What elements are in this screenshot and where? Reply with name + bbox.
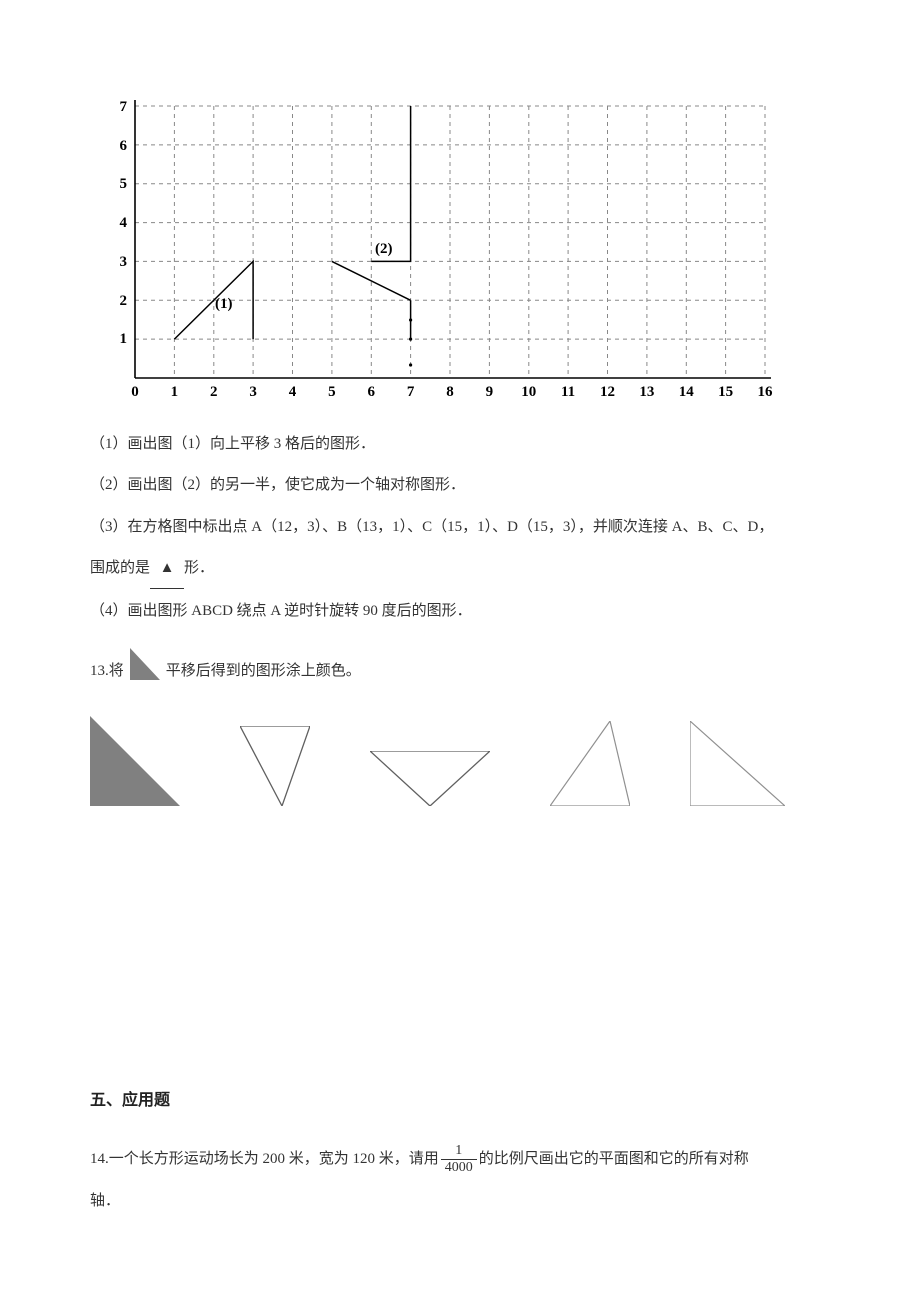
grid-svg: 0 1 2 3 4 5 6 7 8 9 10 11 12 13 14 15 16… — [95, 90, 775, 400]
triangle-opt-2 — [240, 726, 310, 822]
svg-text:3: 3 — [249, 384, 257, 400]
question-4: （4）画出图形 ABCD 绕点 A 逆时针旋转 90 度后的图形． — [90, 593, 830, 631]
q14-a: 14.一个长方形运动场长为 200 米，宽为 120 米，请用 — [90, 1151, 439, 1167]
triangle-options-row — [90, 716, 830, 822]
svg-text:1: 1 — [171, 384, 179, 400]
q13-triangle-icon — [130, 648, 160, 696]
question-13: 13.将 平移后得到的图形涂上颜色。 — [90, 648, 830, 696]
svg-text:5: 5 — [120, 176, 128, 192]
svg-text:4: 4 — [120, 215, 128, 231]
frac-num: 1 — [441, 1144, 477, 1160]
svg-text:9: 9 — [486, 384, 494, 400]
frac-den: 4000 — [441, 1160, 477, 1175]
question-14-line2: 轴． — [90, 1183, 830, 1221]
triangle-opt-5 — [690, 721, 785, 822]
q14-b: 的比例尺画出它的平面图和它的所有对称 — [479, 1151, 749, 1167]
question-3-line1: （3）在方格图中标出点 A（12，3）、B（13，1）、C（15，1）、D（15… — [90, 509, 830, 547]
svg-text:(1): (1) — [215, 296, 233, 312]
q3b-suffix: 形． — [184, 560, 214, 576]
svg-text:1: 1 — [120, 331, 128, 347]
svg-text:(2): (2) — [375, 241, 393, 257]
svg-text:6: 6 — [368, 384, 376, 400]
svg-text:4: 4 — [289, 384, 297, 400]
svg-text:2: 2 — [210, 384, 218, 400]
svg-text:3: 3 — [120, 254, 128, 270]
question-2: （2）画出图（2）的另一半，使它成为一个轴对称图形． — [90, 467, 830, 505]
svg-text:5: 5 — [328, 384, 336, 400]
svg-text:14: 14 — [679, 384, 695, 400]
triangle-opt-1 — [90, 716, 180, 822]
svg-text:15: 15 — [718, 384, 733, 400]
q3b-prefix: 围成的是 — [90, 560, 150, 576]
svg-text:2: 2 — [120, 293, 128, 309]
svg-text:12: 12 — [600, 384, 615, 400]
svg-text:7: 7 — [407, 384, 415, 400]
svg-text:7: 7 — [120, 99, 128, 115]
svg-text:6: 6 — [120, 138, 128, 154]
svg-text:8: 8 — [446, 384, 454, 400]
svg-text:13: 13 — [639, 384, 654, 400]
triangle-opt-3 — [370, 751, 490, 822]
question-1: （1）画出图（1）向上平移 3 格后的图形． — [90, 426, 830, 464]
svg-text:16: 16 — [758, 384, 774, 400]
q14-fraction: 14000 — [441, 1144, 477, 1175]
question-14-line1: 14.一个长方形运动场长为 200 米，宽为 120 米，请用14000的比例尺… — [90, 1141, 830, 1179]
q13-suffix: 平移后得到的图形涂上颜色。 — [166, 653, 361, 691]
svg-text:11: 11 — [561, 384, 575, 400]
section-5-title: 五、应用题 — [90, 1081, 830, 1121]
svg-text:10: 10 — [521, 384, 536, 400]
q13-prefix: 13.将 — [90, 653, 124, 691]
q3-blank: ▲ — [150, 550, 184, 589]
svg-text:0: 0 — [131, 384, 139, 400]
question-3-line2: 围成的是▲形． — [90, 550, 830, 589]
grid-chart: 0 1 2 3 4 5 6 7 8 9 10 11 12 13 14 15 16… — [95, 90, 830, 416]
triangle-opt-4 — [550, 721, 630, 822]
